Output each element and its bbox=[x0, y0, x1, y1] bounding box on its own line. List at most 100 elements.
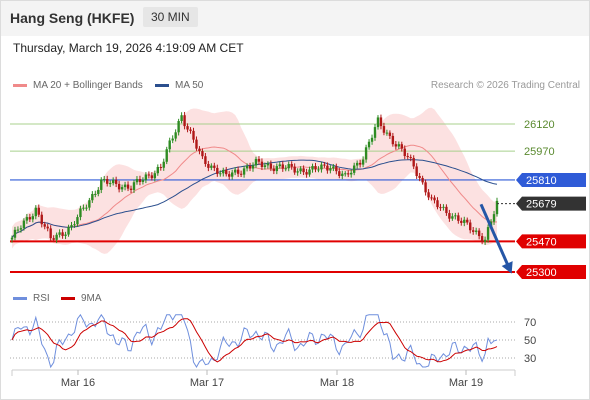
candle-body bbox=[204, 156, 207, 165]
copyright: Research © 2026 Trading Central bbox=[430, 80, 580, 91]
candle-body bbox=[275, 166, 279, 172]
candle-body bbox=[46, 226, 49, 229]
candle-body bbox=[477, 230, 481, 237]
level-label-25810: 25810 bbox=[526, 175, 557, 187]
candle-body bbox=[352, 165, 356, 173]
candle-body bbox=[189, 129, 192, 131]
candle-body bbox=[430, 197, 433, 199]
rsi-tick-label: 30 bbox=[524, 353, 536, 365]
candle-body bbox=[338, 171, 341, 177]
candle-body bbox=[290, 164, 293, 167]
candle-body bbox=[406, 156, 409, 158]
candle-body bbox=[82, 207, 85, 209]
candle-body bbox=[436, 200, 439, 208]
candle-body bbox=[64, 234, 67, 236]
candle-body bbox=[186, 126, 189, 130]
timeframe-button[interactable]: 30 MIN bbox=[143, 7, 198, 27]
chart-header: Hang Seng (HKFE) 30 MIN bbox=[0, 0, 590, 36]
candle-body bbox=[269, 163, 273, 169]
candle-body bbox=[474, 230, 478, 232]
candle-body bbox=[427, 192, 430, 198]
candle-body bbox=[135, 178, 139, 183]
candle-body bbox=[195, 139, 198, 149]
legend-ma20: MA 20 + Bollinger Bands bbox=[13, 80, 143, 91]
candle-body bbox=[61, 232, 64, 236]
candle-body bbox=[168, 140, 171, 150]
level-tag-25679 bbox=[516, 196, 586, 211]
candle-body bbox=[13, 229, 17, 238]
candle-body bbox=[442, 206, 445, 208]
candle-body bbox=[171, 138, 174, 141]
candle-body bbox=[400, 144, 403, 149]
candle-body bbox=[198, 148, 201, 152]
rsi-line bbox=[11, 313, 498, 369]
candle-body bbox=[492, 214, 496, 222]
level-label-25300: 25300 bbox=[526, 267, 557, 279]
candle-body bbox=[341, 173, 344, 177]
candle-body bbox=[388, 132, 392, 136]
candle-body bbox=[480, 236, 484, 242]
candle-body bbox=[201, 151, 204, 157]
candle-body bbox=[162, 161, 165, 168]
candle-body bbox=[305, 172, 308, 175]
candle-body bbox=[403, 148, 406, 157]
candle-body bbox=[91, 193, 94, 201]
candle-body bbox=[106, 179, 109, 184]
candle-body bbox=[147, 174, 151, 176]
rsi-tick-label: 50 bbox=[524, 335, 536, 347]
candle-body bbox=[225, 169, 228, 175]
candle-body bbox=[471, 230, 475, 232]
candle-body bbox=[70, 225, 73, 228]
candle-body bbox=[120, 187, 124, 190]
candle-body bbox=[323, 164, 326, 166]
candle-body bbox=[67, 227, 70, 235]
legend-9ma: 9MA bbox=[61, 293, 102, 304]
candle-body bbox=[418, 176, 421, 179]
x-tick-label: Mar 16 bbox=[61, 377, 95, 389]
candle-body bbox=[55, 234, 58, 240]
candle-body bbox=[308, 169, 311, 175]
candle-body bbox=[114, 179, 118, 184]
candle-body bbox=[126, 184, 130, 189]
candle-body bbox=[19, 228, 23, 230]
bollinger-band bbox=[12, 107, 497, 254]
candle-body bbox=[412, 157, 415, 167]
candle-body bbox=[314, 165, 317, 170]
rsi-swatch bbox=[13, 297, 27, 300]
x-tick-label: Mar 19 bbox=[449, 377, 483, 389]
candle-body bbox=[117, 183, 121, 190]
candle-body bbox=[37, 207, 40, 215]
candle-body bbox=[284, 168, 287, 170]
candle-body bbox=[100, 179, 103, 190]
candle-body bbox=[469, 222, 472, 231]
candle-body bbox=[141, 180, 145, 182]
candle-body bbox=[233, 169, 237, 173]
candle-body bbox=[58, 232, 61, 235]
x-tick-label: Mar 18 bbox=[320, 377, 354, 389]
candle-body bbox=[251, 165, 255, 169]
rsi-9ma-line bbox=[11, 318, 498, 363]
level-tag-25300 bbox=[516, 265, 586, 279]
candle-body bbox=[177, 120, 180, 133]
candle-body bbox=[424, 182, 427, 193]
candle-body bbox=[367, 141, 371, 148]
instrument-title: Hang Seng (HKFE) bbox=[10, 10, 135, 26]
candle-body bbox=[216, 167, 219, 174]
candle-body bbox=[103, 179, 106, 181]
candle-body bbox=[391, 135, 395, 145]
candle-body bbox=[94, 193, 97, 195]
ma50-line bbox=[11, 159, 498, 239]
candle-body bbox=[445, 206, 448, 214]
candle-body bbox=[299, 168, 302, 172]
candle-body bbox=[361, 159, 365, 165]
candle-body bbox=[335, 166, 338, 172]
candle-body bbox=[230, 172, 234, 177]
level-tag-25470 bbox=[516, 234, 586, 249]
candle-body bbox=[76, 217, 79, 225]
candle-body bbox=[421, 178, 424, 183]
candle-body bbox=[132, 182, 136, 190]
candle-body bbox=[364, 147, 368, 160]
ma9-swatch bbox=[61, 297, 75, 300]
candle-body bbox=[326, 165, 329, 171]
candle-body bbox=[350, 172, 353, 175]
